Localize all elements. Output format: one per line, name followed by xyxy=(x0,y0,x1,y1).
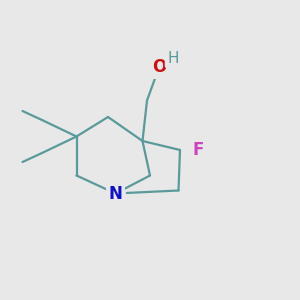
Text: H: H xyxy=(167,51,178,66)
Text: N: N xyxy=(109,185,122,203)
Text: F: F xyxy=(192,141,204,159)
Text: O: O xyxy=(152,58,166,76)
